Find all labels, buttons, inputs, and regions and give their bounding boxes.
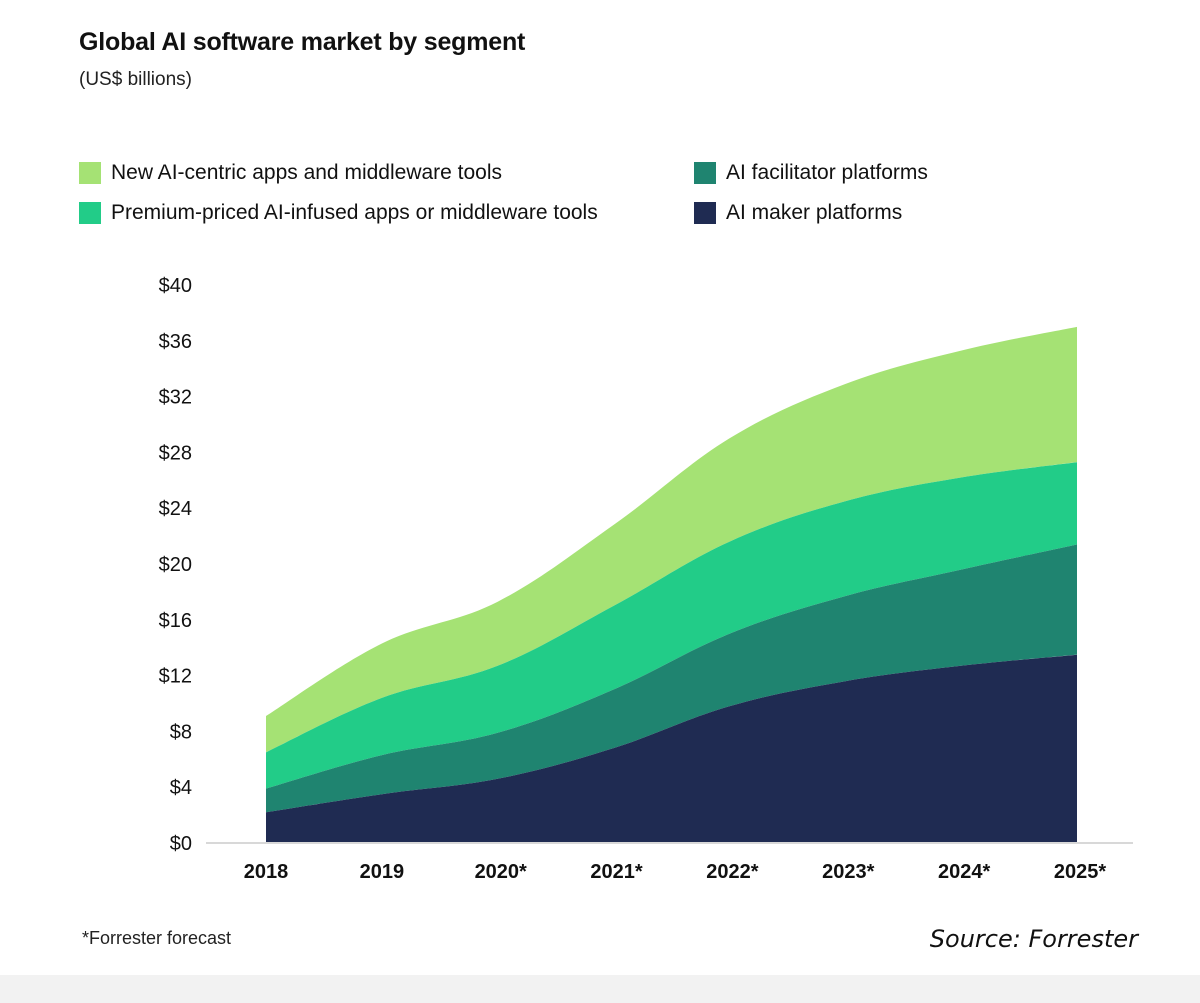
legend-label: Premium-priced AI-infused apps or middle…	[111, 201, 598, 224]
area-series-ai-facilitator-platforms	[266, 544, 1077, 813]
y-tick-label: $36	[159, 331, 192, 353]
x-tick-label: 2024*	[938, 861, 990, 883]
x-tick-label: 2020*	[475, 861, 527, 883]
area-series-ai-maker-platforms	[266, 654, 1077, 843]
legend-item-ai-facilitator: AI facilitator platforms	[694, 161, 928, 185]
area-series-premium-priced-ai-infused-apps-or-middleware-tools	[266, 462, 1077, 789]
x-tick-label: 2019	[360, 861, 405, 883]
x-tick-label: 2018	[244, 861, 289, 883]
source-credit: Source: Forrester	[929, 925, 1138, 953]
legend-label: AI facilitator platforms	[726, 161, 928, 184]
stacked-area-chart: $0 $4 $8 $12 $16 $20 $24 $28 $32 $36 $40 2018 2019 20…	[159, 275, 1133, 883]
y-tick-label: $28	[159, 442, 192, 464]
legend-item-premium-priced: Premium-priced AI-infused apps or middle…	[79, 201, 598, 225]
y-tick-label: $16	[159, 610, 192, 632]
x-tick-label: 2023*	[822, 861, 874, 883]
y-tick-label: $8	[170, 721, 192, 743]
y-tick-label: $12	[159, 666, 192, 688]
legend-swatch	[79, 202, 101, 224]
area-series-new-ai-centric-apps-and-middleware-tools	[266, 326, 1077, 753]
legend-swatch	[694, 202, 716, 224]
y-tick-label: $0	[170, 833, 192, 855]
y-tick-label: $24	[159, 498, 192, 520]
legend-swatch	[694, 162, 716, 184]
legend-label: New AI-centric apps and middleware tools	[111, 161, 503, 184]
y-tick-label: $4	[170, 777, 192, 799]
x-tick-label: 2022*	[706, 861, 758, 883]
bottom-band	[0, 975, 1200, 1003]
y-tick-label: $20	[159, 554, 192, 576]
x-tick-label: 2021*	[590, 861, 642, 883]
chart-title: Global AI software market by segment	[79, 28, 526, 56]
legend-item-new-ai-centric: New AI-centric apps and middleware tools	[79, 161, 502, 185]
y-tick-label: $32	[159, 387, 192, 409]
y-tick-label: $40	[159, 275, 192, 297]
footnote: *Forrester forecast	[82, 928, 232, 948]
x-tick-label: 2025*	[1054, 861, 1106, 883]
legend-swatch	[79, 162, 101, 184]
chart-subtitle: (US$ billions)	[79, 69, 192, 90]
legend-item-ai-maker: AI maker platforms	[694, 201, 902, 225]
legend-label: AI maker platforms	[726, 201, 903, 224]
